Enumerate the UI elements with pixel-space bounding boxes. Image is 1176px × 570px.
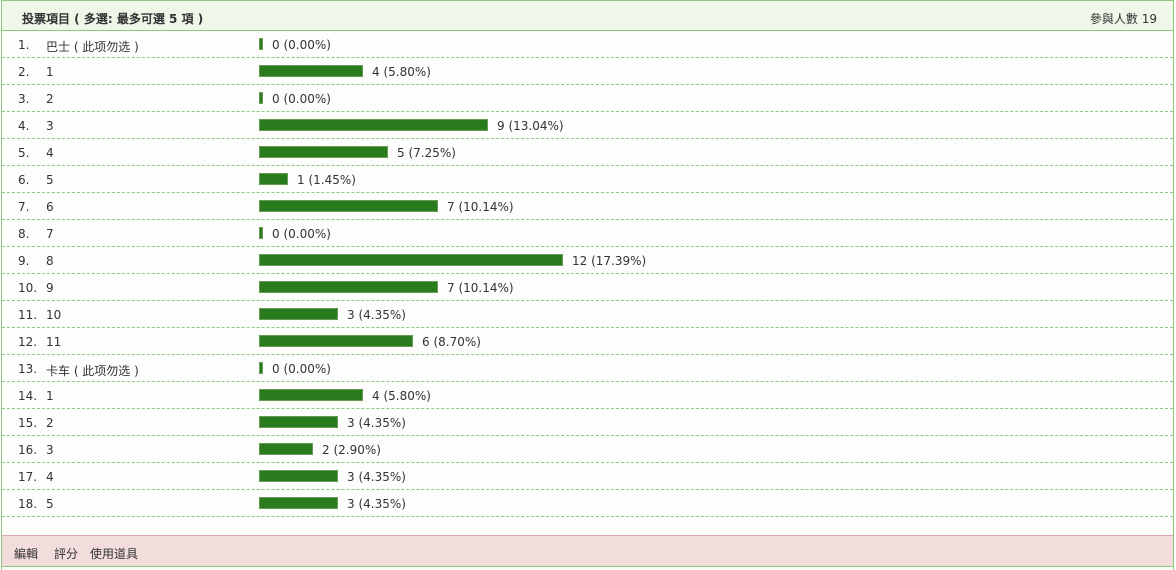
vote-label: 3 (4.35%) — [347, 470, 406, 484]
option-number: 2. — [18, 65, 30, 79]
poll-title: 投票項目 ( 多選: 最多可選 5 項 ) — [22, 12, 204, 26]
option-number: 17. — [18, 470, 38, 484]
poll-row: 17. 4 3 (4.35%) — [2, 463, 1173, 490]
option-text: 5 — [46, 173, 54, 187]
poll-row: 11. 10 3 (4.35%) — [2, 301, 1173, 328]
option-number: 16. — [18, 443, 38, 457]
option-number: 5. — [18, 146, 30, 160]
option-number: 4. — [18, 119, 30, 133]
option-number: 9. — [18, 254, 30, 268]
poll-row: 12. 11 6 (8.70%) — [2, 328, 1173, 355]
option-number: 14. — [18, 389, 38, 403]
poll-footer: 編輯 評分 使用道具 — [2, 535, 1173, 567]
vote-bar — [259, 38, 263, 50]
vote-bar — [259, 416, 338, 428]
vote-label: 4 (5.80%) — [372, 389, 431, 403]
poll-row: 3. 2 0 (0.00%) — [2, 85, 1173, 112]
vote-label: 4 (5.80%) — [372, 65, 431, 79]
option-number: 1. — [18, 38, 30, 52]
vote-label: 7 (10.14%) — [447, 281, 514, 295]
vote-bar — [259, 173, 288, 185]
vote-bar — [259, 200, 438, 212]
vote-label: 2 (2.90%) — [322, 443, 381, 457]
option-text: 11 — [46, 335, 62, 349]
vote-label: 9 (13.04%) — [497, 119, 564, 133]
option-text: 8 — [46, 254, 54, 268]
option-number: 7. — [18, 200, 30, 214]
vote-bar — [259, 227, 263, 239]
option-number: 13. — [18, 362, 38, 376]
footer-action[interactable]: 編輯 — [14, 547, 39, 561]
poll-header: 投票項目 ( 多選: 最多可選 5 項 ) 參與人數 19 — [2, 0, 1173, 31]
option-number: 11. — [18, 308, 38, 322]
vote-bar — [259, 497, 338, 509]
option-number: 10. — [18, 281, 38, 295]
poll-row: 15. 2 3 (4.35%) — [2, 409, 1173, 436]
option-text: 1 — [46, 65, 54, 79]
poll-row: 7. 6 7 (10.14%) — [2, 193, 1173, 220]
vote-label: 6 (8.70%) — [422, 335, 481, 349]
option-number: 18. — [18, 497, 38, 511]
poll-row: 9. 8 12 (17.39%) — [2, 247, 1173, 274]
vote-label: 3 (4.35%) — [347, 416, 406, 430]
vote-label: 1 (1.45%) — [297, 173, 356, 187]
participants: 參與人數 19 — [1089, 12, 1157, 26]
poll-row: 14. 1 4 (5.80%) — [2, 382, 1173, 409]
vote-label: 0 (0.00%) — [272, 92, 331, 106]
vote-label: 0 (0.00%) — [272, 227, 331, 241]
vote-bar — [259, 281, 438, 293]
vote-label: 3 (4.35%) — [347, 497, 406, 511]
option-text: 4 — [46, 146, 54, 160]
vote-bar — [259, 389, 363, 401]
poll-row: 8. 7 0 (0.00%) — [2, 220, 1173, 247]
option-text: 5 — [46, 497, 54, 511]
vote-bar — [259, 92, 263, 104]
option-number: 6. — [18, 173, 30, 187]
option-number: 8. — [18, 227, 30, 241]
option-text: 6 — [46, 200, 54, 214]
footer-action[interactable]: 使用道具 — [90, 547, 139, 561]
vote-label: 7 (10.14%) — [447, 200, 514, 214]
option-text: 3 — [46, 443, 54, 457]
vote-label: 5 (7.25%) — [397, 146, 456, 160]
option-number: 3. — [18, 92, 30, 106]
option-text: 7 — [46, 227, 54, 241]
option-text: 2 — [46, 416, 54, 430]
vote-bar — [259, 362, 263, 374]
poll-row: 13. 卡车 ( 此项勿选 ) 0 (0.00%) — [2, 355, 1173, 382]
poll-row: 18. 5 3 (4.35%) — [2, 490, 1173, 517]
option-text: 3 — [46, 119, 54, 133]
poll-row: 16. 3 2 (2.90%) — [2, 436, 1173, 463]
poll-row: 6. 5 1 (1.45%) — [2, 166, 1173, 193]
vote-bar — [259, 65, 363, 77]
poll-row: 5. 4 5 (7.25%) — [2, 139, 1173, 166]
option-text: 9 — [46, 281, 54, 295]
option-number: 15. — [18, 416, 38, 430]
poll-row: 4. 3 9 (13.04%) — [2, 112, 1173, 139]
option-number: 12. — [18, 335, 38, 349]
vote-bar — [259, 146, 388, 158]
vote-bar — [259, 119, 488, 131]
poll-row: 10. 9 7 (10.14%) — [2, 274, 1173, 301]
poll-row: 2. 1 4 (5.80%) — [2, 58, 1173, 85]
vote-label: 0 (0.00%) — [272, 362, 331, 376]
option-text: 10 — [46, 308, 62, 322]
option-text: 1 — [46, 389, 54, 403]
vote-label: 12 (17.39%) — [572, 254, 647, 268]
vote-bar — [259, 254, 563, 266]
option-text: 4 — [46, 470, 54, 484]
option-text: 卡车 ( 此项勿选 ) — [46, 364, 139, 378]
vote-label: 3 (4.35%) — [347, 308, 406, 322]
poll-row: 1. 巴士 ( 此项勿选 ) 0 (0.00%) — [2, 31, 1173, 58]
vote-label: 0 (0.00%) — [272, 38, 331, 52]
footer-action[interactable]: 評分 — [54, 547, 79, 561]
vote-bar — [259, 335, 413, 347]
poll-rows: 1. 巴士 ( 此项勿选 ) 0 (0.00%) 2. 1 4 (5.80%) 3. 2 0 (… — [2, 31, 1173, 517]
vote-bar — [259, 470, 338, 482]
option-text: 2 — [46, 92, 54, 106]
vote-bar — [259, 443, 313, 455]
option-text: 巴士 ( 此项勿选 ) — [46, 40, 139, 54]
vote-bar — [259, 308, 338, 320]
